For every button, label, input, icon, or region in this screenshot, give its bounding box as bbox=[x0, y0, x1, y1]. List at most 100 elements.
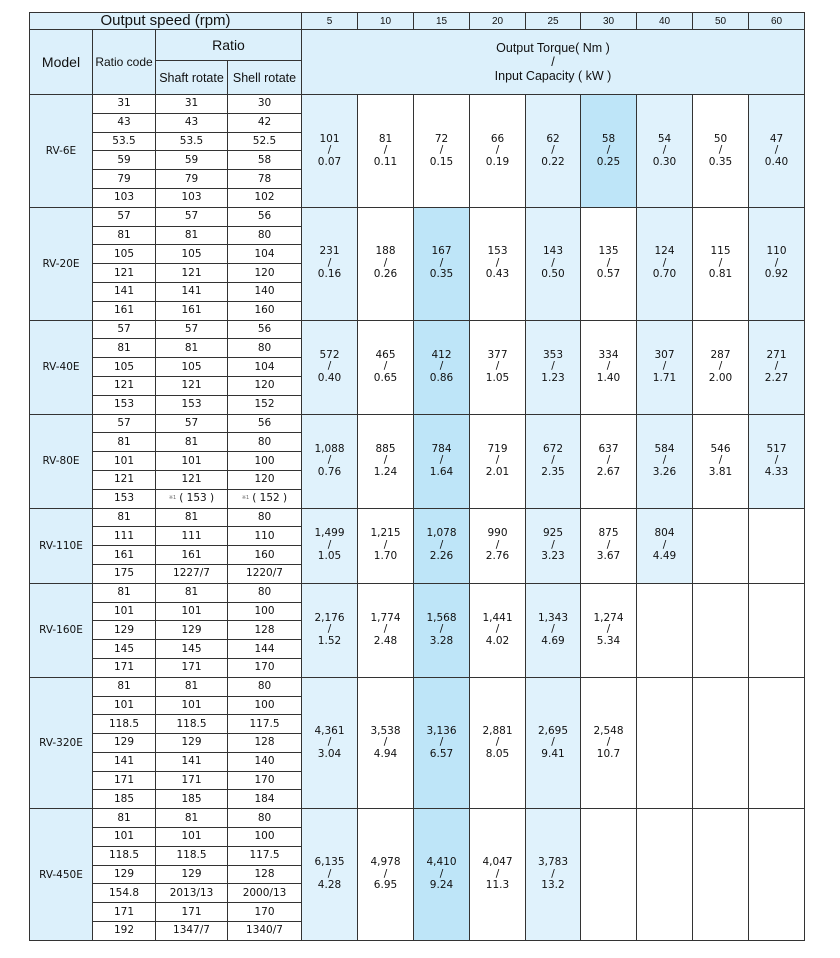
ratio-code-cell: 103 bbox=[92, 187, 156, 208]
torque-value: 271 bbox=[766, 348, 787, 361]
ratio-code-cell: 101 bbox=[92, 695, 156, 716]
separator: / bbox=[606, 360, 611, 373]
shell-rotate-cell: 1220/7 bbox=[227, 563, 302, 584]
capacity-value: 0.11 bbox=[373, 155, 398, 168]
shaft-rotate-cell: 101 bbox=[155, 827, 228, 847]
capacity-value: 0.07 bbox=[317, 155, 342, 168]
capacity-value: 4.69 bbox=[541, 634, 565, 647]
ratio-code-cell: 31 bbox=[92, 94, 156, 114]
torque-cell-40rpm: 124/0.70 bbox=[636, 206, 693, 321]
capacity-value: 6.57 bbox=[429, 747, 454, 760]
torque-cell-15rpm: 4,410/9.24 bbox=[413, 808, 470, 941]
torque-cell-50rpm bbox=[692, 676, 749, 810]
capacity-value: 1.40 bbox=[596, 371, 621, 384]
torque-value: 3,783 bbox=[537, 856, 569, 869]
capacity-value: 1.52 bbox=[317, 634, 342, 647]
capacity-value: 13.2 bbox=[541, 879, 565, 892]
torque-value: 412 bbox=[431, 348, 452, 361]
shaft-rotate-cell: 103 bbox=[155, 187, 228, 208]
capacity-value: 2.76 bbox=[485, 550, 510, 563]
torque-cell-5rpm: 1,499/1.05 bbox=[301, 507, 358, 584]
ratio-code-cell: 43 bbox=[92, 112, 156, 133]
capacity-label: Input Capacity ( kW ) bbox=[494, 69, 612, 83]
separator: / bbox=[774, 360, 779, 373]
torque-value: 62 bbox=[546, 132, 560, 145]
torque-cell-30rpm: 135/0.57 bbox=[580, 206, 637, 321]
shell-rotate-cell: ※1( 152 ) bbox=[227, 488, 302, 509]
torque-cell-20rpm: 377/1.05 bbox=[469, 319, 526, 415]
torque-capacity-header: Output Torque( Nm ) / Input Capacity ( k… bbox=[301, 29, 805, 95]
table-row: 175 1227/7 1220/7 bbox=[30, 563, 805, 584]
torque-slash: / bbox=[551, 55, 555, 69]
shaft-rotate-cell: 81 bbox=[155, 582, 228, 603]
separator: / bbox=[551, 144, 555, 157]
torque-cell-20rpm: 2,881/8.05 bbox=[469, 676, 526, 810]
torque-value: 719 bbox=[487, 442, 508, 455]
speed-header-10: 10 bbox=[357, 12, 414, 30]
separator: / bbox=[662, 454, 667, 467]
shaft-rotate-cell: 161 bbox=[155, 300, 228, 321]
capacity-value: 4.02 bbox=[485, 634, 510, 647]
capacity-value: 1.05 bbox=[485, 371, 510, 384]
ratio-code-cell: 185 bbox=[92, 789, 156, 810]
torque-cell-10rpm: 81/0.11 bbox=[357, 94, 414, 208]
capacity-value: 2.48 bbox=[373, 634, 398, 647]
torque-cell-15rpm: 3,136/6.57 bbox=[413, 676, 470, 810]
shaft-rotate-cell: 43 bbox=[155, 112, 228, 133]
shaft-rotate-cell: 57 bbox=[155, 319, 228, 340]
shell-rotate-cell: 100 bbox=[227, 601, 302, 622]
torque-cell-5rpm: 6,135/4.28 bbox=[301, 808, 358, 941]
capacity-value: 2.67 bbox=[596, 465, 621, 478]
torque-value: 546 bbox=[710, 442, 731, 455]
capacity-value: 0.70 bbox=[652, 268, 677, 281]
shell-rotate-cell: 117.5 bbox=[227, 845, 302, 866]
table-row: 171 171 170 bbox=[30, 657, 805, 678]
torque-cell-60rpm: 110/0.92 bbox=[748, 206, 805, 321]
shell-rotate-cell: 80 bbox=[227, 432, 302, 453]
torque-cell-50rpm bbox=[692, 507, 749, 584]
torque-cell-15rpm: 167/0.35 bbox=[413, 206, 470, 321]
torque-value: 885 bbox=[375, 442, 396, 455]
separator: / bbox=[718, 144, 723, 157]
shell-rotate-cell: 120 bbox=[227, 469, 302, 490]
ratio-code-cell: 171 bbox=[92, 657, 156, 678]
capacity-value: 6.95 bbox=[373, 879, 398, 892]
separator: / bbox=[662, 256, 667, 269]
torque-value: 1,343 bbox=[537, 611, 569, 624]
torque-value: 4,410 bbox=[426, 856, 457, 869]
capacity-value: 0.15 bbox=[429, 155, 454, 168]
separator: / bbox=[439, 256, 444, 269]
ratio-code-cell: 59 bbox=[92, 150, 156, 171]
table-row: 101 101 100 bbox=[30, 451, 805, 471]
shell-rotate-cell: 170 bbox=[227, 770, 302, 791]
separator: / bbox=[383, 144, 388, 157]
torque-value: 1,499 bbox=[314, 527, 345, 540]
shell-rotate-cell: 56 bbox=[227, 413, 302, 434]
capacity-value: 0.92 bbox=[764, 268, 789, 281]
separator: / bbox=[383, 256, 388, 269]
torque-value: 2,881 bbox=[482, 724, 513, 737]
torque-label: Output Torque( Nm ) bbox=[496, 41, 610, 55]
ratio-value: ( 153 ) bbox=[179, 492, 215, 505]
torque-value: 153 bbox=[487, 245, 508, 258]
torque-value: 925 bbox=[542, 527, 564, 540]
torque-cell-50rpm: 115/0.81 bbox=[692, 206, 749, 321]
capacity-value: 1.71 bbox=[652, 371, 677, 384]
shaft-rotate-cell: 118.5 bbox=[155, 714, 228, 735]
capacity-value: 4.28 bbox=[317, 879, 342, 892]
shaft-rotate-cell: 129 bbox=[155, 864, 228, 885]
capacity-value: 2.00 bbox=[708, 371, 733, 384]
ratio-header: Ratio bbox=[155, 29, 302, 61]
separator: / bbox=[327, 867, 332, 880]
shell-rotate-cell: 104 bbox=[227, 357, 302, 377]
speed-header-30: 30 bbox=[580, 12, 637, 30]
separator: / bbox=[383, 360, 388, 373]
shell-rotate-cell: 100 bbox=[227, 451, 302, 471]
shell-rotate-cell: 100 bbox=[227, 695, 302, 716]
ratio-code-cell: 118.5 bbox=[92, 714, 156, 735]
output-speed-header: Output speed (rpm) bbox=[29, 12, 302, 30]
table-row: RV-110E 81 81 80 1,499/1.05 1,215/1.70 1,078/2… bbox=[29, 507, 805, 584]
ratio-code-cell: 129 bbox=[92, 733, 156, 753]
capacity-value: 3.04 bbox=[317, 747, 342, 760]
capacity-value: 0.57 bbox=[596, 268, 621, 281]
